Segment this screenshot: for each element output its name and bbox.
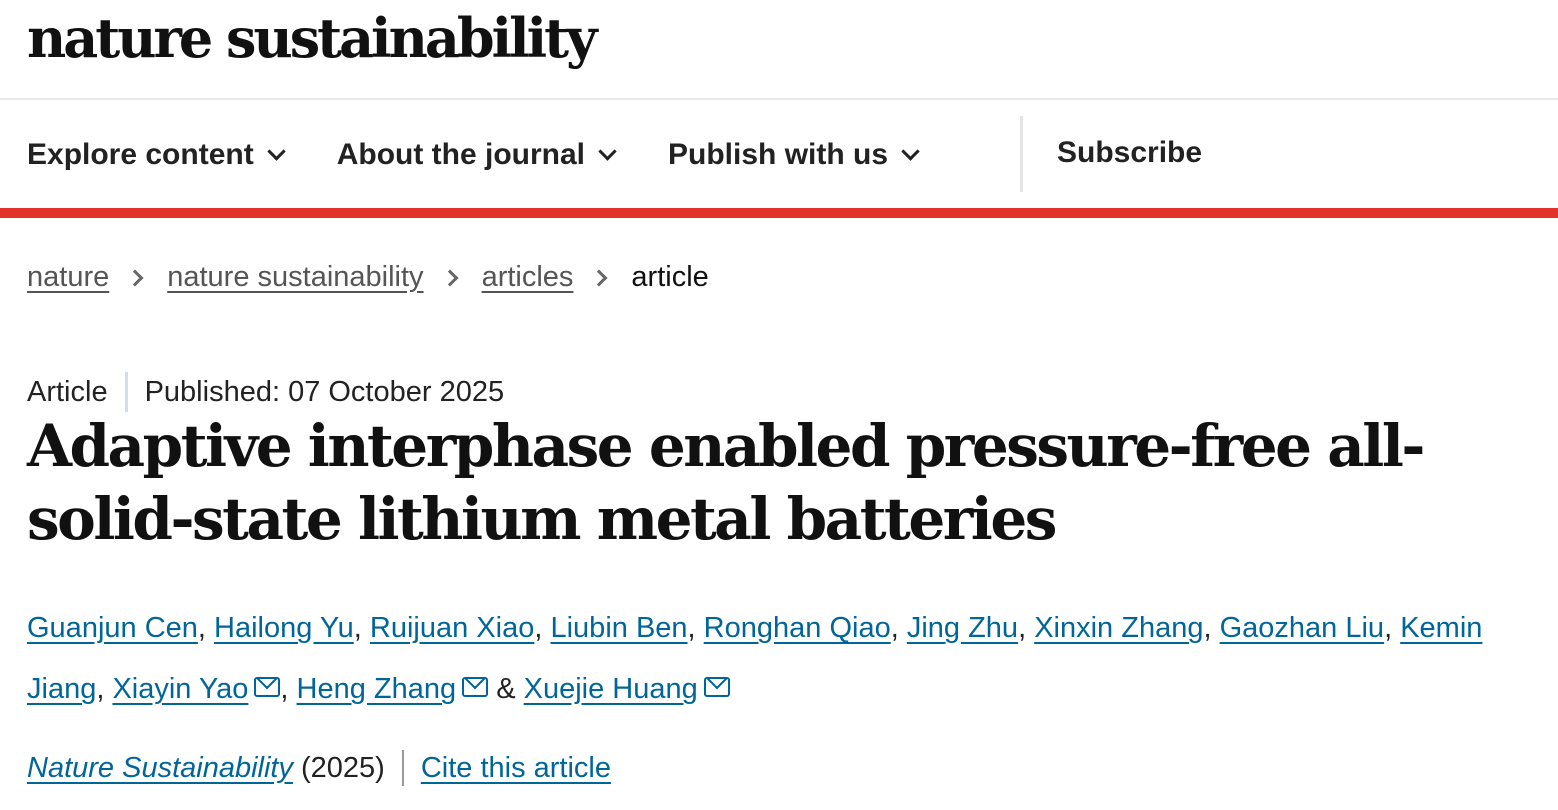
publication-year: (2025) (300, 751, 385, 784)
breadcrumb-articles[interactable]: articles (481, 261, 574, 293)
nav-label: Explore content (27, 138, 254, 171)
breadcrumb-nature-sustainability[interactable]: nature sustainability (167, 261, 424, 293)
chevron-right-icon (441, 269, 459, 286)
email-icon[interactable] (254, 677, 281, 697)
cite-article-link[interactable]: Cite this article (420, 751, 611, 784)
author-link[interactable]: Guanjun Cen (27, 612, 198, 644)
author-link[interactable]: Heng Zhang (296, 673, 457, 705)
author-link[interactable]: Gaozhan Liu (1219, 612, 1385, 644)
citation-line: Nature Sustainability (2025) Cite this a… (27, 750, 611, 786)
article-type: Article (27, 375, 108, 408)
article-meta: Article Published: 07 October 2025 (27, 372, 504, 412)
meta-divider (124, 372, 128, 412)
author-link[interactable]: Jing Zhu (906, 612, 1019, 644)
accent-bar (0, 208, 1558, 218)
author-link[interactable]: Kemin Jiang (27, 612, 1483, 705)
journal-logo[interactable]: nature sustainability (27, 6, 597, 70)
nav-explore-content[interactable]: Explore content (27, 138, 286, 172)
citation-divider (401, 750, 404, 786)
subscribe-link[interactable]: Subscribe (1057, 136, 1203, 169)
author-link[interactable]: Ronghan Qiao (703, 612, 891, 644)
main-nav: Explore content About the journal Publis… (27, 133, 971, 177)
journal-link[interactable]: Nature Sustainability (27, 751, 293, 784)
nav-publish-with-us[interactable]: Publish with us (668, 138, 920, 172)
chevron-right-icon (126, 269, 144, 286)
chevron-down-icon (267, 141, 286, 161)
chevron-down-icon (598, 141, 617, 161)
author-link[interactable]: Xuejie Huang (523, 673, 698, 705)
email-icon[interactable] (462, 677, 489, 697)
nav-label: Publish with us (668, 138, 889, 171)
email-icon[interactable] (703, 677, 730, 697)
nav-divider (1020, 116, 1023, 192)
nav-about-journal[interactable]: About the journal (336, 138, 617, 172)
breadcrumb: nature nature sustainability articles ar… (27, 261, 709, 294)
author-link[interactable]: Ruijuan Xiao (369, 612, 535, 644)
article-title: Adaptive interphase enabled pressure-fre… (27, 412, 1425, 553)
author-link[interactable]: Xinxin Zhang (1034, 612, 1204, 644)
published-date: Published: 07 October 2025 (144, 375, 505, 408)
breadcrumb-nature[interactable]: nature (27, 261, 110, 293)
chevron-down-icon (901, 141, 920, 161)
chevron-right-icon (590, 269, 608, 286)
nav-label: About the journal (336, 138, 586, 171)
author-link[interactable]: Xiayin Yao (112, 673, 249, 705)
header-divider (0, 98, 1558, 100)
author-list: Guanjun Cen, Hailong Yu, Ruijuan Xiao, L… (27, 612, 1483, 705)
breadcrumb-current: article (631, 261, 709, 293)
author-link[interactable]: Hailong Yu (214, 612, 354, 644)
author-link[interactable]: Liubin Ben (550, 612, 688, 644)
